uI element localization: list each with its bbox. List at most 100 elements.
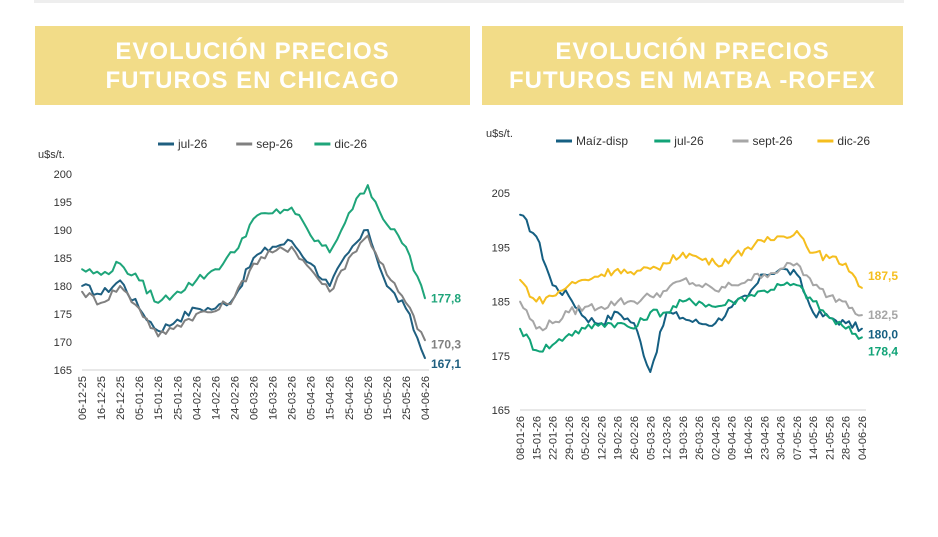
chicago-data-point xyxy=(119,285,122,287)
matba-data-point xyxy=(665,289,668,292)
chicago-data-point xyxy=(195,279,198,282)
matba-y-tick-label: 205 xyxy=(492,188,510,200)
chicago-data-point xyxy=(424,339,426,342)
matba-data-point xyxy=(665,311,668,314)
chicago-data-point xyxy=(290,240,293,243)
chicago-data-point xyxy=(119,279,122,282)
matba-y-axis-unit: u$s/t. xyxy=(486,128,513,140)
matba-x-tick-label: 16-04-26 xyxy=(743,416,755,460)
chicago-data-point xyxy=(214,307,217,310)
matba-data-point xyxy=(584,327,587,330)
matba-data-point xyxy=(616,322,619,325)
chicago-data-point xyxy=(328,290,331,293)
chicago-data-point xyxy=(290,206,293,209)
matba-y-tick-label: 195 xyxy=(492,242,510,254)
matba-data-point xyxy=(584,316,587,319)
matba-data-point xyxy=(551,295,554,297)
chicago-data-point xyxy=(81,268,83,271)
matba-data-point xyxy=(747,278,749,281)
chicago-data-point xyxy=(214,268,217,271)
chicago-x-tick-label: 04-02-26 xyxy=(191,376,203,420)
matba-data-point xyxy=(714,289,717,292)
matba-end-label: 180,0 xyxy=(868,328,898,342)
matba-y-tick-label: 185 xyxy=(492,297,510,309)
chicago-data-point xyxy=(347,257,350,259)
matba-data-point xyxy=(567,295,570,297)
chicago-x-tick-label: 26-03-26 xyxy=(287,376,299,420)
chicago-data-point xyxy=(176,290,179,293)
matba-data-point xyxy=(698,322,701,325)
chicago-data-point xyxy=(157,335,160,338)
chicago-data-point xyxy=(271,212,274,215)
matba-data-point xyxy=(649,311,652,314)
chicago-data-point xyxy=(328,251,331,254)
matba-legend-label: Maíz-disp xyxy=(576,134,628,148)
chicago-x-tick-label: 24-02-26 xyxy=(229,376,241,420)
matba-series-line-jul-26 xyxy=(519,281,863,353)
matba-x-tick-label: 28-05-26 xyxy=(841,416,853,460)
chicago-x-tick-label: 15-04-26 xyxy=(325,376,337,420)
matba-x-tick-label: 26-03-26 xyxy=(694,416,706,460)
matba-data-point xyxy=(698,284,701,287)
matba-data-point xyxy=(828,316,831,319)
chicago-futures-chart: u$s/t. 200 195 190 185 180 175 170 165 06-12-25 16… xyxy=(38,137,461,420)
matba-x-tick-label: 09-04-26 xyxy=(727,416,739,460)
chicago-data-point xyxy=(233,296,236,299)
matba-data-point xyxy=(730,300,733,303)
matba-data-point xyxy=(567,284,570,287)
chicago-data-point xyxy=(347,251,350,254)
matba-data-point xyxy=(730,306,733,308)
chicago-y-tick-label: 185 xyxy=(54,253,72,265)
matba-data-point xyxy=(861,336,863,339)
matba-title-banner: EVOLUCIÓN PRECIOS FUTUROS EN MATBA -ROFE… xyxy=(482,26,903,105)
matba-data-point xyxy=(633,322,635,325)
matba-legend-label: jul-26 xyxy=(673,134,704,148)
chicago-data-point xyxy=(309,262,312,265)
chicago-x-tick-label: 06-12-25 xyxy=(77,376,89,420)
matba-data-point xyxy=(633,273,635,276)
matba-data-point xyxy=(616,268,619,270)
chicago-y-tick-label: 170 xyxy=(54,337,72,349)
chicago-data-point xyxy=(347,212,350,215)
chicago-data-point xyxy=(271,245,274,248)
matba-end-label: 178,4 xyxy=(868,344,898,358)
matba-data-point xyxy=(844,327,847,330)
matba-x-tick-label: 04-06-26 xyxy=(857,416,869,460)
matba-data-point xyxy=(616,311,619,314)
matba-x-tick-label: 02-04-26 xyxy=(710,416,722,460)
chicago-data-point xyxy=(195,307,198,310)
matba-end-label: 182,5 xyxy=(868,308,898,322)
chicago-data-point xyxy=(385,285,388,287)
matba-x-tick-label: 15-01-26 xyxy=(531,416,543,460)
chicago-data-point xyxy=(309,234,312,237)
matba-x-tick-label: 29-01-26 xyxy=(564,416,576,460)
chicago-data-point xyxy=(176,324,179,327)
matba-data-point xyxy=(649,371,652,373)
chicago-end-label: 177,8 xyxy=(431,291,461,305)
top-divider xyxy=(34,0,904,3)
matba-series-line-dic-26 xyxy=(519,230,863,305)
chicago-legend-label: jul-26 xyxy=(177,137,208,151)
chicago-data-point xyxy=(157,329,160,332)
chicago-y-axis-unit: u$s/t. xyxy=(38,149,65,161)
matba-x-tick-label: 26-02-26 xyxy=(629,416,641,460)
chicago-data-point xyxy=(405,301,407,304)
chicago-data-point xyxy=(195,313,198,315)
chicago-x-tick-label: 16-03-26 xyxy=(268,376,280,420)
matba-data-point xyxy=(795,273,798,276)
matba-data-point xyxy=(698,300,701,303)
chicago-data-point xyxy=(119,262,122,265)
matba-data-point xyxy=(828,257,831,259)
matba-data-point xyxy=(714,262,717,265)
chicago-x-tick-label: 05-05-26 xyxy=(363,376,375,420)
chicago-y-tick-label: 195 xyxy=(54,197,72,209)
chicago-x-tick-label: 26-12-25 xyxy=(115,376,127,420)
chicago-data-point xyxy=(271,251,274,254)
matba-data-point xyxy=(567,333,570,335)
chicago-data-point xyxy=(424,297,426,300)
matba-title-line1: EVOLUCIÓN PRECIOS xyxy=(555,37,830,65)
matba-y-tick-label: 175 xyxy=(492,351,510,363)
matba-data-point xyxy=(681,278,684,281)
matba-data-point xyxy=(535,300,538,303)
